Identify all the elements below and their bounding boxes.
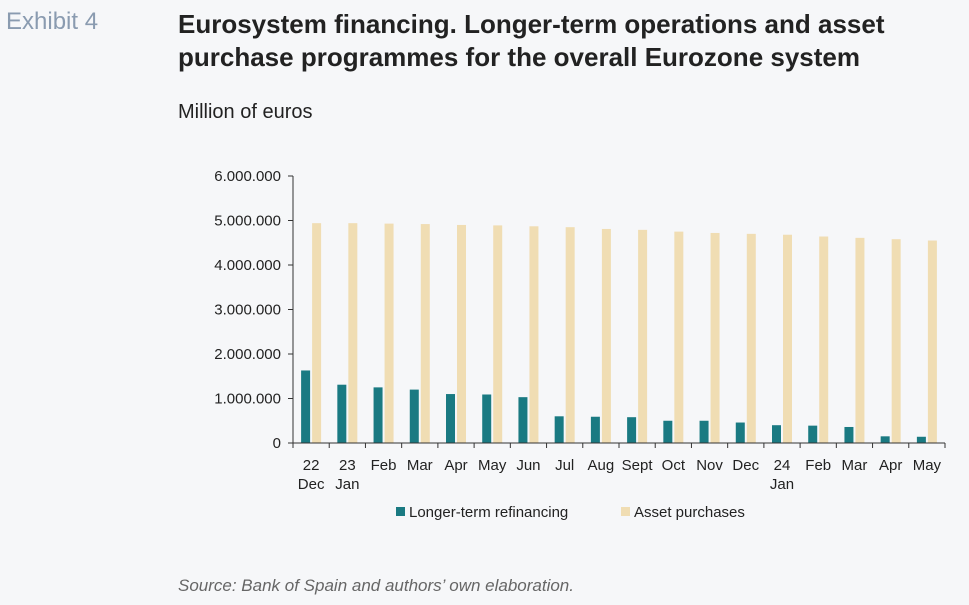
x-tick-label: Mar — [842, 457, 868, 474]
x-tick-label: 24 — [774, 457, 791, 474]
bar-asset-purchases — [746, 233, 756, 443]
bar-refinancing — [590, 416, 600, 443]
bar-asset-purchases — [384, 223, 394, 443]
bar-refinancing — [663, 420, 673, 443]
y-tick-label: 4.000.000 — [214, 257, 281, 274]
bar-refinancing — [373, 387, 383, 443]
x-tick-label: Oct — [662, 457, 686, 474]
bar-refinancing — [337, 384, 347, 443]
y-tick-label: 1.000.000 — [214, 391, 281, 408]
bar-asset-purchases — [674, 231, 684, 443]
bar-asset-purchases — [927, 240, 937, 443]
x-tick-label: Jan — [335, 476, 359, 493]
bar-refinancing — [446, 394, 455, 443]
legend-swatch-refinancing — [396, 507, 405, 516]
bar-refinancing — [699, 420, 709, 443]
x-tick-label: 22 — [303, 457, 320, 474]
x-tick-label: Apr — [444, 457, 467, 474]
chart-title: Eurosystem financing. Longer-term operat… — [178, 9, 885, 72]
bar-asset-purchases — [312, 223, 322, 443]
x-tick-label: Dec — [298, 476, 325, 493]
bar-asset-purchases — [855, 237, 865, 443]
bar-asset-purchases — [819, 236, 829, 443]
x-tick-label: Jul — [555, 457, 574, 474]
exhibit-label: Exhibit 4 — [6, 8, 99, 35]
bar-chart: 0 1.000.000 2.000.000 3.000.000 4.000.000 5.0… — [214, 168, 946, 521]
y-tick-label: 0 — [273, 435, 281, 452]
bar-asset-purchases — [348, 223, 358, 443]
bar-asset-purchases — [565, 227, 575, 443]
bar-asset-purchases — [420, 224, 430, 443]
bar-refinancing — [735, 422, 745, 443]
legend-label-refinancing: Longer-term refinancing — [409, 504, 568, 521]
bar-asset-purchases — [601, 228, 611, 443]
bar-asset-purchases — [710, 232, 720, 443]
x-tick-label: Jun — [516, 457, 540, 474]
x-tick-label: Feb — [371, 457, 397, 474]
bar-refinancing — [482, 394, 492, 443]
y-tick-label: 2.000.000 — [214, 346, 281, 363]
bar-refinancing — [627, 417, 637, 443]
bar-asset-purchases — [529, 226, 539, 443]
x-tick-label: Sept — [622, 457, 654, 474]
bar-refinancing — [916, 436, 926, 443]
bar-refinancing — [518, 397, 528, 443]
bar-asset-purchases — [638, 229, 648, 443]
x-tick-label: Aug — [588, 457, 615, 474]
x-tick-label: May — [478, 457, 507, 474]
bar-refinancing — [772, 425, 781, 443]
x-tick-label: May — [913, 457, 942, 474]
x-tick-label: Feb — [805, 457, 831, 474]
x-tick-label: Dec — [732, 457, 759, 474]
x-tick-label: Mar — [407, 457, 433, 474]
y-tick-label: 3.000.000 — [214, 302, 281, 319]
y-tick-label: 5.000.000 — [214, 213, 281, 230]
bar-refinancing — [808, 425, 818, 443]
y-tick-label: 6.000.000 — [214, 168, 281, 185]
legend-label-asset-purchases: Asset purchases — [634, 504, 745, 521]
bar-refinancing — [301, 370, 311, 443]
x-tick-label: Apr — [879, 457, 902, 474]
x-tick-label: Nov — [696, 457, 723, 474]
y-axis-unit-label: Million of euros — [178, 101, 313, 123]
x-tick-label: 23 — [339, 457, 356, 474]
bar-refinancing — [409, 389, 419, 443]
x-tick-label: Jan — [770, 476, 794, 493]
bar-refinancing — [844, 426, 854, 443]
bar-asset-purchases — [457, 224, 466, 443]
bar-asset-purchases — [891, 239, 901, 443]
legend-swatch-asset-purchases — [621, 507, 630, 516]
bar-refinancing — [880, 436, 890, 443]
bar-asset-purchases — [493, 225, 503, 443]
bar-asset-purchases — [783, 234, 792, 443]
source-note: Source: Bank of Spain and authors’ own e… — [178, 576, 574, 595]
bar-refinancing — [554, 416, 564, 443]
